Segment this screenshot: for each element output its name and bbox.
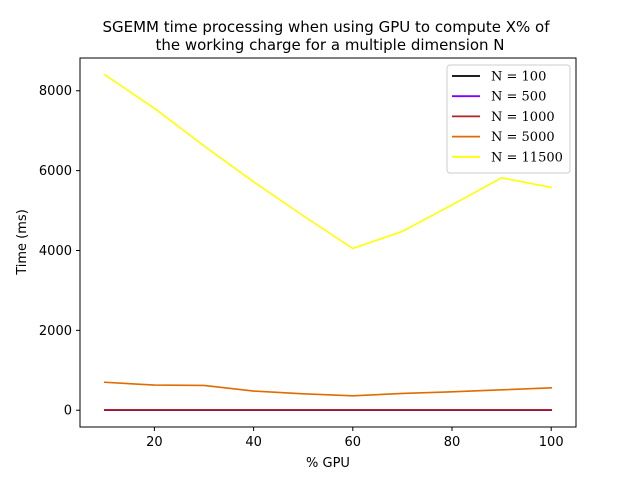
legend-items: N = 100 N = 500 N = 1000 N = 5000 N = 11500 (452, 70, 563, 165)
x-tick-label: 60 (345, 435, 362, 450)
x-tick-label: 100 (539, 435, 564, 450)
x-axis-ticks: 20 40 60 80 100 (146, 427, 564, 450)
legend-label: N = 500 (491, 90, 546, 105)
x-axis-title: % GPU (306, 456, 350, 471)
plot-area-frame (79, 57, 577, 428)
y-tick-label: 4000 (39, 244, 72, 259)
legend-label: N = 5000 (491, 130, 555, 145)
x-tick-label: 20 (146, 435, 163, 450)
legend-label: N = 1000 (491, 110, 555, 125)
y-tick-label: 6000 (39, 164, 72, 179)
legend-label: N = 11500 (491, 150, 563, 165)
legend: N = 100 N = 500 N = 1000 N = 5000 N = 11500 (446, 64, 571, 174)
y-axis-ticks: 0 2000 4000 6000 8000 (39, 84, 80, 419)
legend-label: N = 100 (491, 70, 546, 85)
series-line-n-11500 (103, 73, 553, 250)
chart-title-line-2: the working charge for a multiple dimens… (155, 36, 504, 54)
y-tick-label: 0 (64, 404, 72, 419)
series-layer (103, 73, 553, 411)
chart-title-line-1: SGEMM time processing when using GPU to … (102, 18, 550, 36)
y-tick-label: 8000 (39, 84, 72, 99)
x-tick-label: 80 (444, 435, 461, 450)
x-tick-label: 40 (245, 435, 262, 450)
series-line-n-5000 (103, 381, 553, 397)
y-tick-label: 2000 (39, 324, 72, 339)
legend-box (446, 64, 571, 174)
y-axis-title: Time (ms) (15, 209, 30, 276)
